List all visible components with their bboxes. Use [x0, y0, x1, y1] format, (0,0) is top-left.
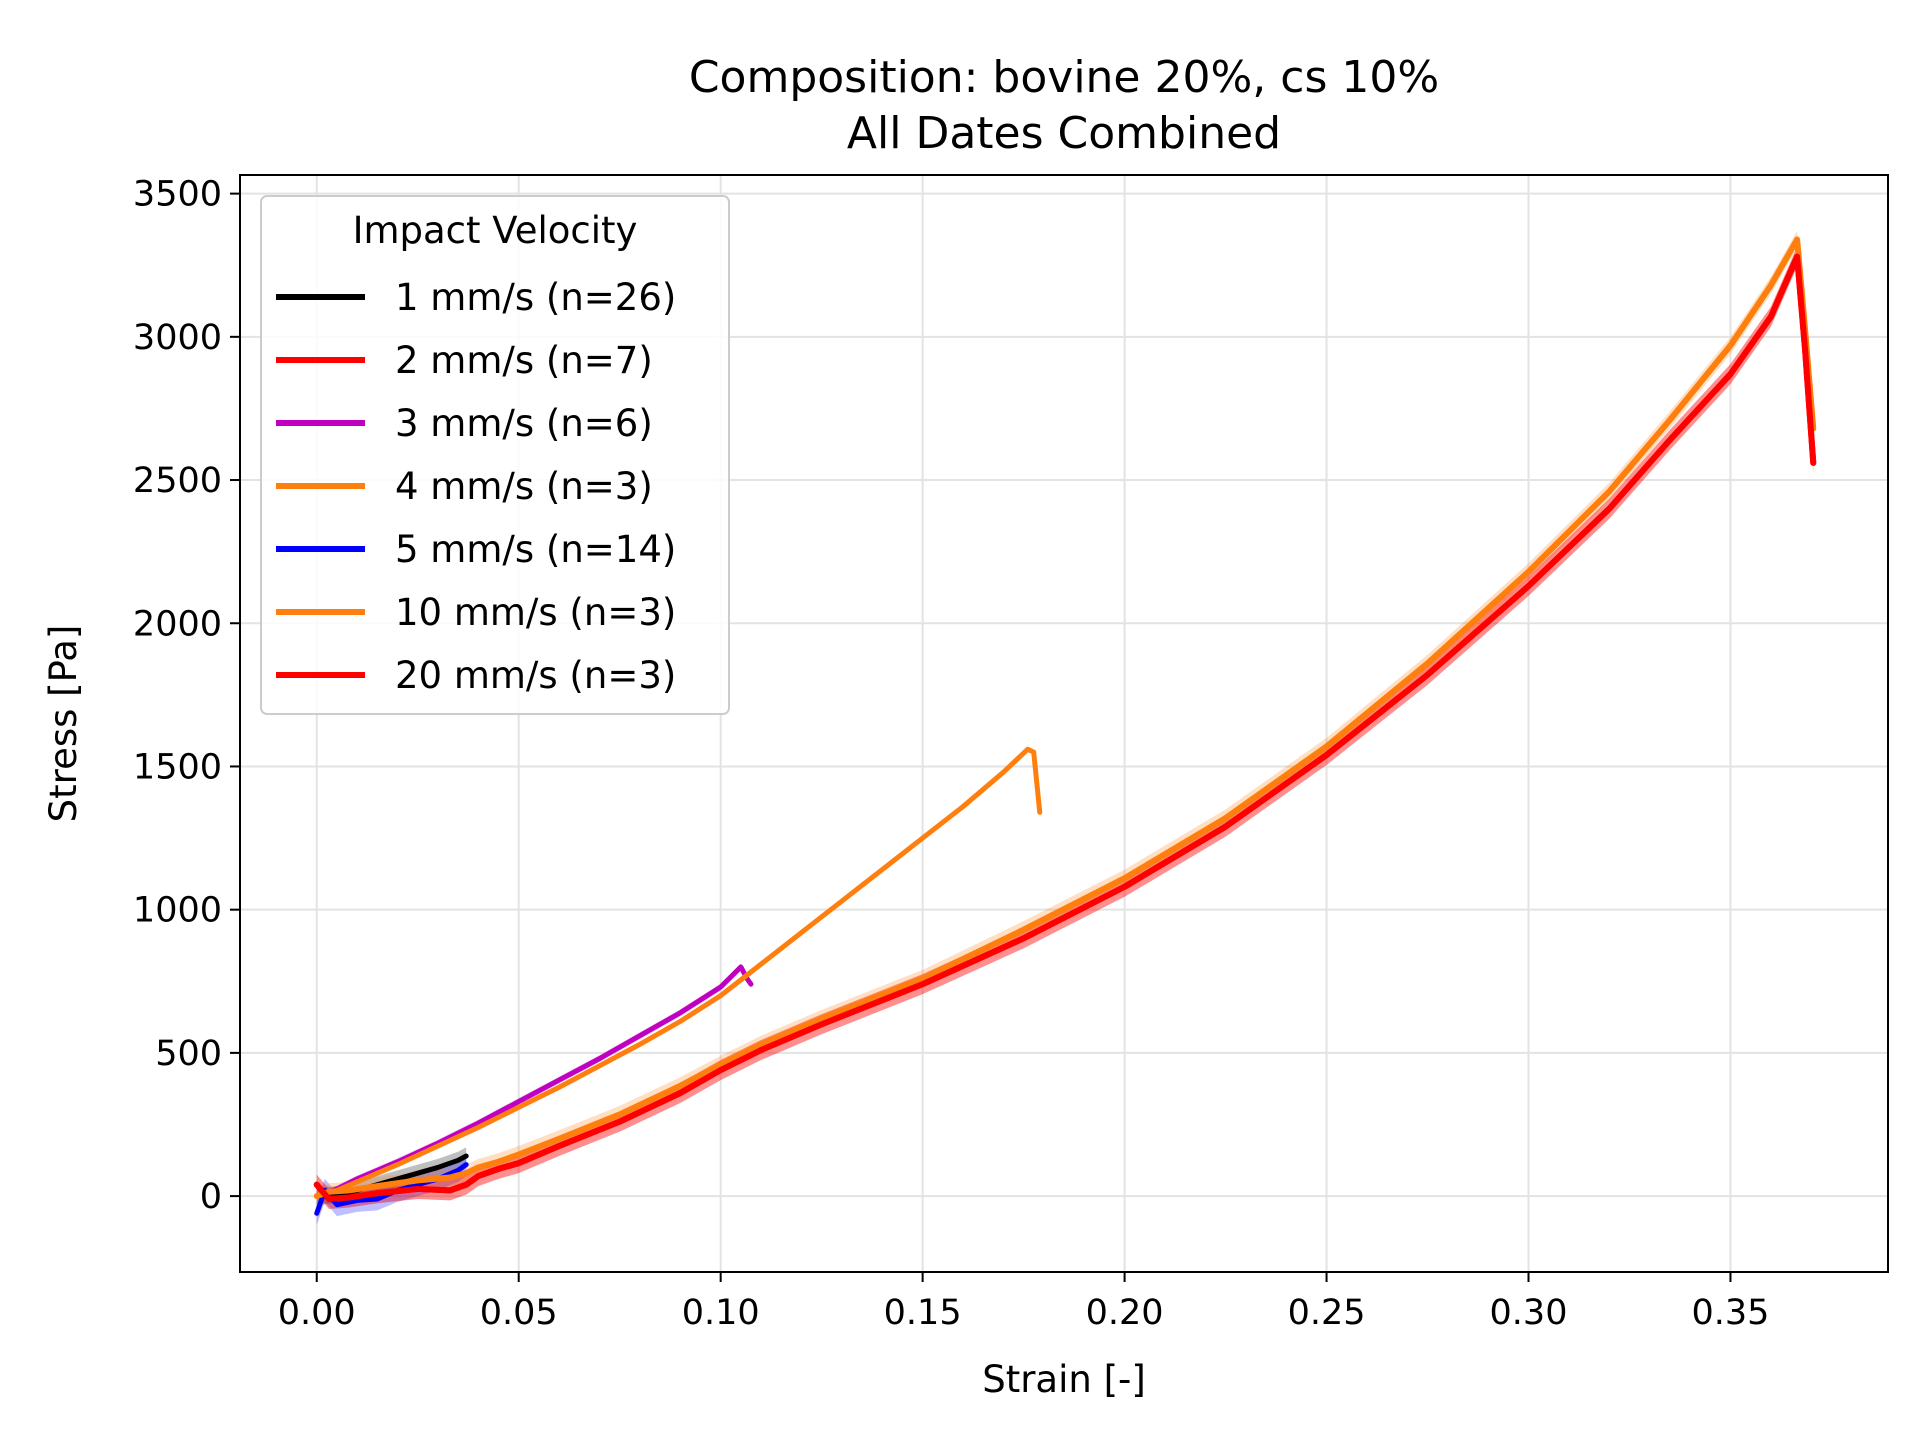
series-line-3: [314, 964, 754, 1199]
y-tick-label: 1000: [133, 891, 222, 931]
legend-item: 3 mm/s (n=6): [276, 402, 653, 445]
x-tick-label: 0.10: [682, 1293, 760, 1333]
chart-subtitle: All Dates Combined: [847, 108, 1281, 159]
legend-box: [260, 195, 730, 715]
y-tick-label: 3000: [133, 318, 222, 358]
x-tick-label: 0.05: [480, 1293, 558, 1333]
x-tick-label: 0.25: [1288, 1293, 1366, 1333]
x-tick-label: 0.15: [884, 1293, 962, 1333]
series-line-7: [313, 253, 1817, 1202]
series-lines: [313, 236, 1817, 1216]
x-tick-label: 0.00: [278, 1293, 356, 1333]
legend-label: 2 mm/s (n=7): [395, 339, 653, 382]
legend-items: 1 mm/s (n=26) 2 mm/s (n=7) 3 mm/s (n=6) 4 m…: [276, 276, 676, 697]
y-tick-label: 500: [155, 1034, 222, 1074]
legend-item: 2 mm/s (n=7): [276, 339, 653, 382]
chart-title: Composition: bovine 20%, cs 10%: [689, 52, 1439, 103]
x-tick-label: 0.20: [1086, 1293, 1164, 1333]
y-tick-label: 2000: [133, 604, 222, 644]
legend-item: 1 mm/s (n=26): [276, 276, 676, 319]
series-line-4: [314, 746, 1043, 1199]
axis-ticks: 0.00 0.05 0.10 0.15 0.20 0.25 0.30 0.35 0 500 1000…: [133, 175, 1770, 1333]
legend-label: 4 mm/s (n=3): [395, 465, 653, 508]
legend-item: 4 mm/s (n=3): [276, 465, 653, 508]
y-axis-label: Stress [Pa]: [42, 625, 85, 823]
grid: [240, 175, 1888, 1272]
legend-label: 3 mm/s (n=6): [395, 402, 653, 445]
x-tick-label: 0.30: [1490, 1293, 1568, 1333]
legend-label: 5 mm/s (n=14): [395, 528, 676, 571]
x-tick-label: 0.35: [1692, 1293, 1770, 1333]
legend: Impact Velocity 1 mm/s (n=26) 2 mm/s (n=7…: [260, 195, 730, 715]
y-tick-label: 3500: [133, 175, 222, 215]
y-tick-label: 1500: [133, 747, 222, 787]
series-line-6: [313, 236, 1817, 1200]
legend-item: 5 mm/s (n=14): [276, 528, 676, 571]
y-tick-label: 2500: [133, 461, 222, 501]
legend-label: 10 mm/s (n=3): [395, 591, 676, 634]
legend-label: 1 mm/s (n=26): [395, 276, 676, 319]
legend-item: 10 mm/s (n=3): [276, 591, 676, 634]
x-axis-label: Strain [-]: [982, 1358, 1146, 1401]
y-tick-label: 0: [200, 1177, 222, 1217]
legend-item: 20 mm/s (n=3): [276, 654, 676, 697]
legend-label: 20 mm/s (n=3): [395, 654, 676, 697]
plot-frame: [239, 174, 1889, 1273]
legend-title: Impact Velocity: [353, 209, 638, 252]
